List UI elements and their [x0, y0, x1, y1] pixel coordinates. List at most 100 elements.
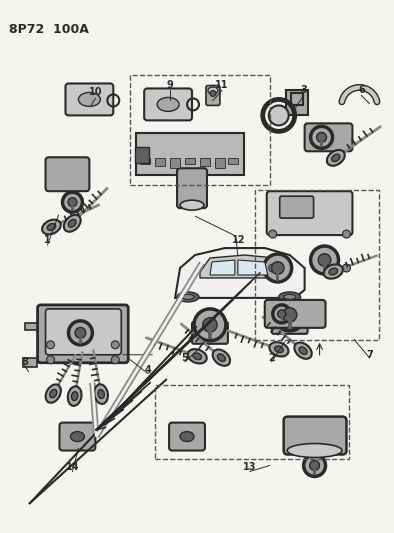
- Ellipse shape: [42, 220, 61, 235]
- Circle shape: [310, 126, 333, 148]
- Circle shape: [310, 246, 338, 274]
- Bar: [155, 385, 349, 459]
- Ellipse shape: [275, 346, 283, 353]
- Bar: [200, 158, 210, 166]
- Bar: [136, 133, 244, 175]
- FancyBboxPatch shape: [192, 322, 228, 344]
- Ellipse shape: [71, 432, 84, 441]
- Bar: [135, 147, 149, 163]
- Circle shape: [75, 327, 86, 338]
- FancyBboxPatch shape: [144, 88, 192, 120]
- Bar: [155, 158, 165, 166]
- Ellipse shape: [329, 268, 338, 275]
- Polygon shape: [210, 260, 235, 275]
- Ellipse shape: [269, 342, 288, 357]
- Circle shape: [271, 262, 284, 274]
- Bar: [255, 190, 379, 340]
- Text: 2: 2: [268, 353, 275, 363]
- FancyBboxPatch shape: [280, 196, 314, 218]
- FancyBboxPatch shape: [37, 305, 128, 363]
- Circle shape: [111, 356, 119, 364]
- Circle shape: [317, 132, 327, 142]
- Ellipse shape: [193, 353, 202, 360]
- Bar: [140, 158, 150, 164]
- Ellipse shape: [324, 264, 343, 279]
- Ellipse shape: [299, 347, 307, 354]
- Ellipse shape: [213, 350, 230, 366]
- Ellipse shape: [279, 292, 301, 302]
- Bar: [130, 76, 270, 185]
- Text: 4: 4: [145, 365, 152, 375]
- Bar: [288, 320, 292, 329]
- Text: 9: 9: [167, 80, 173, 91]
- Text: 11: 11: [215, 80, 229, 91]
- Circle shape: [318, 254, 331, 266]
- Circle shape: [342, 230, 350, 238]
- Ellipse shape: [78, 92, 100, 107]
- Text: 6: 6: [358, 85, 365, 95]
- Bar: [276, 273, 279, 280]
- Ellipse shape: [98, 390, 104, 399]
- Bar: [313, 470, 316, 475]
- Ellipse shape: [294, 343, 312, 359]
- FancyBboxPatch shape: [265, 300, 325, 328]
- Text: 1: 1: [44, 235, 51, 245]
- Text: 8: 8: [21, 357, 28, 367]
- FancyBboxPatch shape: [169, 423, 205, 450]
- Circle shape: [269, 106, 289, 125]
- Ellipse shape: [71, 392, 78, 400]
- FancyBboxPatch shape: [267, 191, 353, 235]
- Polygon shape: [238, 260, 268, 275]
- Text: 5: 5: [182, 353, 188, 363]
- Bar: [215, 158, 225, 168]
- Bar: [208, 330, 212, 339]
- FancyBboxPatch shape: [59, 423, 95, 450]
- FancyBboxPatch shape: [305, 123, 353, 151]
- Ellipse shape: [46, 384, 61, 403]
- Bar: [22, 358, 37, 367]
- Polygon shape: [175, 248, 305, 298]
- Bar: [281, 317, 283, 322]
- FancyBboxPatch shape: [65, 84, 113, 116]
- FancyBboxPatch shape: [272, 312, 308, 334]
- Circle shape: [210, 91, 216, 96]
- Ellipse shape: [64, 215, 81, 232]
- Ellipse shape: [157, 98, 179, 111]
- Ellipse shape: [94, 384, 108, 404]
- Text: 7: 7: [366, 350, 373, 360]
- Circle shape: [342, 264, 350, 272]
- Circle shape: [203, 318, 217, 332]
- Text: 13: 13: [243, 463, 256, 472]
- Circle shape: [68, 198, 77, 207]
- Ellipse shape: [284, 294, 296, 300]
- Circle shape: [310, 461, 320, 471]
- Ellipse shape: [217, 354, 225, 361]
- Circle shape: [264, 254, 292, 282]
- Ellipse shape: [69, 220, 76, 227]
- FancyBboxPatch shape: [46, 309, 121, 355]
- FancyBboxPatch shape: [206, 85, 220, 106]
- Bar: [228, 158, 238, 164]
- Bar: [320, 141, 323, 147]
- Text: 3: 3: [300, 85, 307, 95]
- Ellipse shape: [180, 432, 194, 441]
- Ellipse shape: [182, 294, 194, 300]
- Circle shape: [278, 310, 286, 318]
- Circle shape: [269, 264, 277, 272]
- Text: 10: 10: [89, 87, 102, 98]
- Bar: [79, 337, 82, 344]
- Circle shape: [46, 341, 54, 349]
- Text: 12: 12: [232, 235, 245, 245]
- Ellipse shape: [287, 443, 342, 457]
- Circle shape: [273, 305, 291, 323]
- Circle shape: [269, 230, 277, 238]
- FancyBboxPatch shape: [177, 168, 207, 208]
- Ellipse shape: [188, 349, 207, 364]
- Circle shape: [282, 308, 297, 322]
- Bar: [286, 91, 308, 116]
- Circle shape: [194, 309, 226, 341]
- Ellipse shape: [177, 292, 199, 302]
- Text: 8P72  100A: 8P72 100A: [9, 22, 89, 36]
- Circle shape: [63, 192, 82, 212]
- Text: 14: 14: [66, 463, 79, 472]
